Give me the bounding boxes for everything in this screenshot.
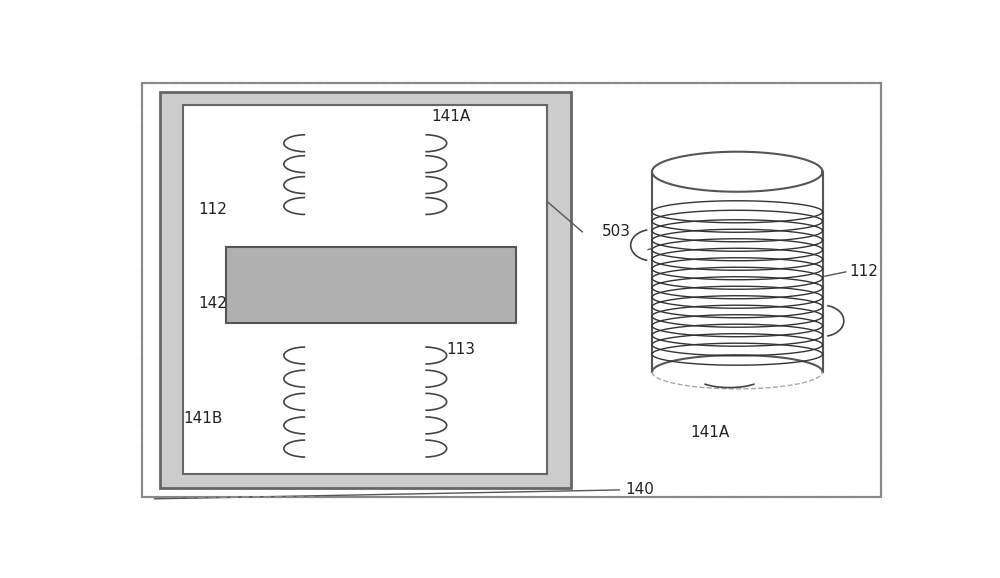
Text: 141B: 141B xyxy=(183,411,222,426)
Text: 140: 140 xyxy=(625,483,654,498)
Text: 141A: 141A xyxy=(690,425,730,440)
Text: 112: 112 xyxy=(199,202,228,217)
Text: 503: 503 xyxy=(602,224,631,239)
Text: 112: 112 xyxy=(850,264,879,279)
Text: 141A: 141A xyxy=(431,109,470,124)
Bar xyxy=(183,105,547,475)
Bar xyxy=(226,247,516,323)
Bar xyxy=(160,92,571,488)
Text: 113: 113 xyxy=(447,342,476,357)
Text: 142: 142 xyxy=(199,295,228,310)
